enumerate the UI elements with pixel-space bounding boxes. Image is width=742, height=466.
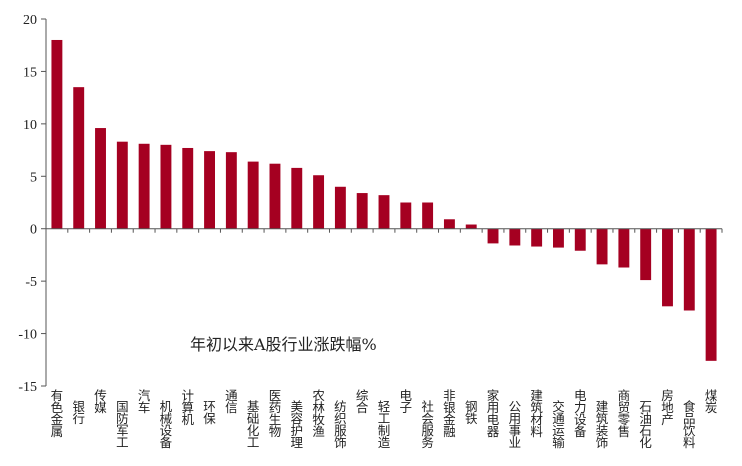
y-tick-label: 20 [23, 13, 37, 28]
bar [247, 161, 259, 229]
x-tick-label: 综合 [356, 388, 369, 415]
bar [640, 228, 652, 281]
y-axis: -15 -10 -5 0 5 10 15 20 [18, 13, 47, 395]
bar [531, 228, 543, 247]
bars [51, 39, 717, 361]
x-tick-label: 公用事业 [509, 399, 522, 450]
x-tick-label: 汽车 [138, 388, 151, 415]
x-tick-label: 石油石化 [639, 399, 652, 450]
bar [225, 152, 237, 229]
bar [574, 228, 586, 251]
x-tick-label: 纺织服饰 [334, 399, 347, 450]
bar [356, 193, 368, 229]
bar [204, 151, 215, 229]
x-tick-label: 煤炭 [705, 388, 718, 415]
bar [465, 224, 477, 229]
bar [291, 167, 303, 229]
bar [400, 202, 412, 229]
x-tick-label: 电力设备 [574, 388, 587, 439]
bar [51, 39, 63, 229]
bar [618, 228, 630, 268]
bar [73, 87, 85, 229]
bar [683, 228, 695, 311]
x-tick-label: 机械设备 [160, 399, 173, 450]
bar [596, 228, 608, 265]
x-tick-label: 有色金属 [51, 388, 64, 439]
bar [553, 228, 564, 248]
bar [662, 228, 673, 307]
x-tick-label: 传媒 [94, 388, 107, 415]
x-tick-label: 国防军工 [116, 399, 129, 450]
x-tick-label: 通信 [225, 388, 238, 415]
x-tick-label: 社会服务 [421, 399, 434, 450]
x-axis [45, 228, 723, 233]
x-tick-label: 非银金融 [443, 388, 456, 439]
bar [509, 228, 521, 246]
y-tick-label: -5 [25, 275, 37, 290]
bar [443, 219, 455, 229]
bar [378, 195, 390, 229]
bar [334, 186, 346, 229]
chart-annotation: 年初以来A股行业涨跌幅% [190, 335, 377, 354]
bar [95, 128, 106, 229]
bar [422, 202, 434, 229]
x-tick-label: 房地产 [661, 388, 674, 427]
bar [138, 143, 150, 229]
bar [160, 144, 172, 229]
x-tick-label: 钢铁 [465, 399, 478, 426]
bar [182, 147, 194, 229]
x-tick-label: 环保 [203, 399, 216, 426]
bar [487, 228, 499, 244]
x-tick-label: 美容护理 [291, 399, 304, 450]
x-tick-label: 食品饮料 [683, 399, 696, 450]
x-tick-label: 计算机 [181, 388, 194, 427]
x-tick-label: 医药生物 [269, 388, 282, 439]
y-tick-label: 5 [30, 170, 37, 185]
x-tick-label: 建筑装饰 [596, 399, 609, 450]
y-tick-label: -10 [18, 328, 37, 343]
bar [116, 141, 128, 229]
x-tick-label: 银行 [72, 399, 85, 426]
x-tick-label: 交通运输 [552, 399, 565, 450]
y-tick-label: -15 [18, 380, 37, 395]
y-tick-label: 0 [30, 223, 37, 238]
x-tick-label: 基础化工 [247, 399, 260, 450]
x-tick-label: 家用电器 [487, 388, 500, 439]
x-tick-label: 农林牧渔 [312, 388, 325, 439]
x-tick-label: 轻工制造 [378, 399, 391, 450]
y-tick-label: 15 [23, 65, 37, 80]
bar [269, 163, 281, 229]
x-tick-label: 建筑材料 [530, 388, 543, 439]
x-tick-label: 商贸零售 [618, 388, 631, 439]
bar [705, 228, 717, 361]
x-tick-label: 电子 [400, 388, 413, 415]
y-tick-label: 10 [23, 118, 37, 133]
bar [313, 175, 325, 229]
